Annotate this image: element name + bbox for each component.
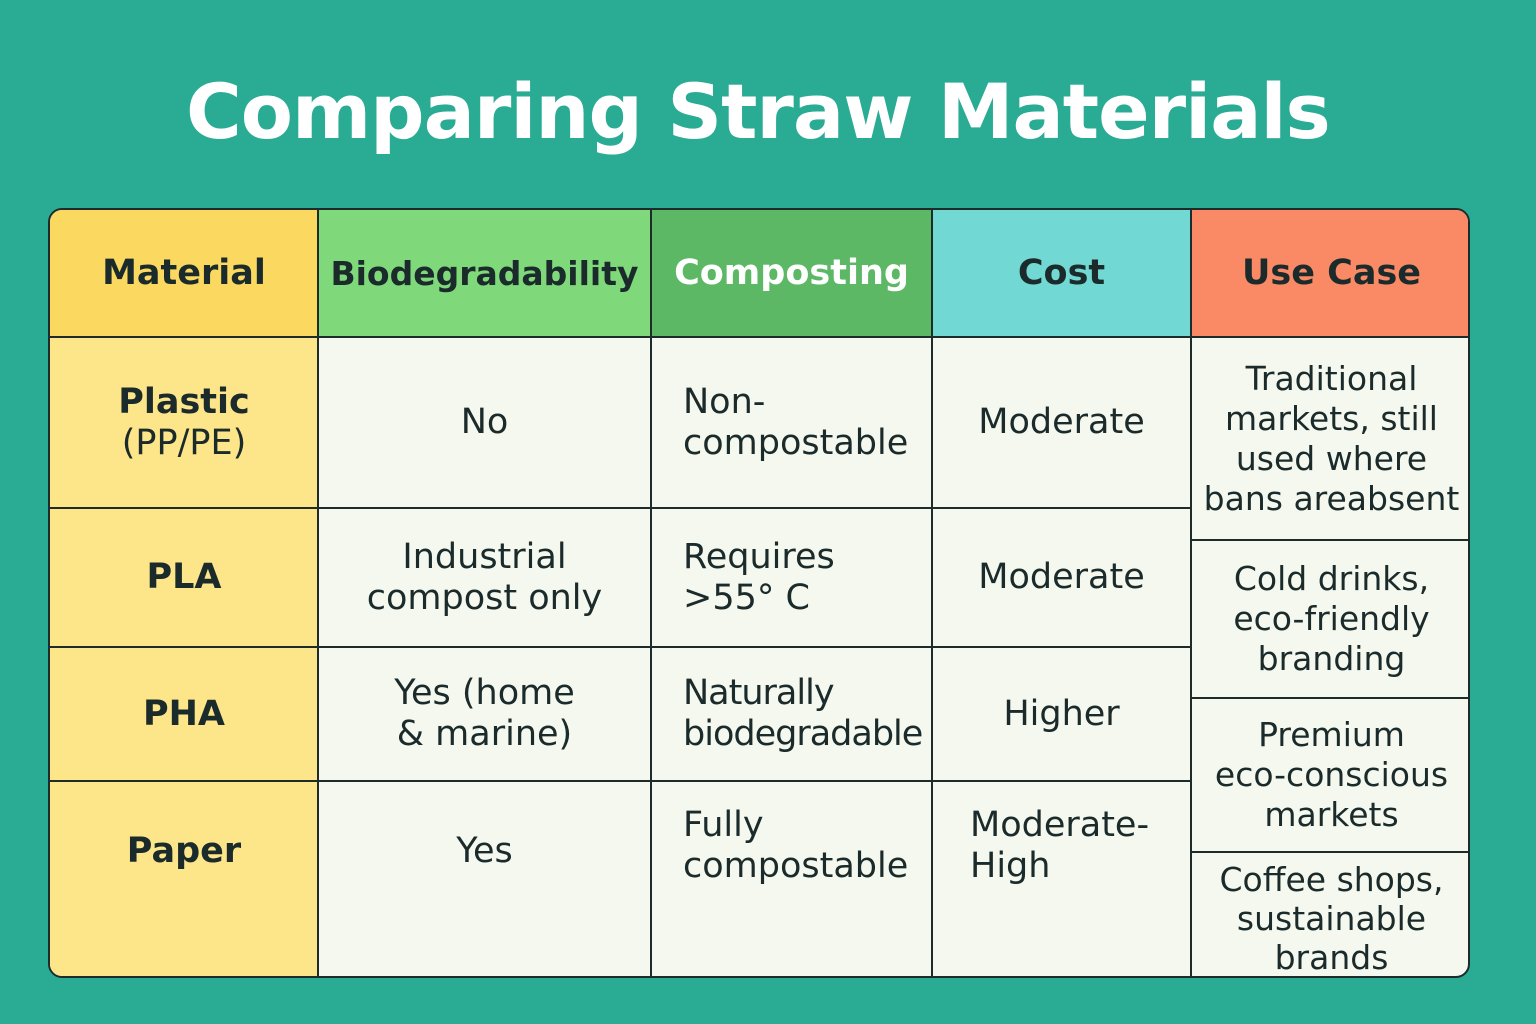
row-divider [1191,539,1468,541]
material-cell-paper: Paper [50,781,318,976]
cost-cell: Moderate [978,402,1145,442]
column-divider [931,210,933,976]
composting-cell: Non- compostable [683,381,909,463]
cost-cell: Higher [1003,693,1120,734]
material-subname: (PP/PE) [121,422,247,463]
material-cell-pha: PHA [50,647,318,781]
column-divider [317,210,319,976]
page-title: Comparing Straw Materials [186,67,1331,156]
header-cost: Cost [932,210,1191,337]
cost-cell: Moderate [978,557,1145,597]
use-case-cell: Traditional markets, still used where ba… [1203,358,1460,518]
row-divider [50,507,1191,509]
comparison-table: Material Biodegradability Composting Cos… [48,208,1470,978]
biodegradability-cell: Yes [456,831,513,871]
header-composting: Composting [651,210,932,337]
header-use-case: Use Case [1191,210,1468,337]
header-material: Material [50,210,318,337]
row-divider [1191,851,1468,853]
composting-cell: Fully compostable [683,805,909,886]
row-divider [50,780,1191,782]
cost-cell: Moderate- High [970,805,1150,886]
material-cell-pla: PLA [50,508,318,647]
material-name: Plastic [118,381,250,422]
biodegradability-cell: No [460,402,509,442]
composting-cell: Naturally biodegradable [683,673,923,754]
use-case-cell: Coffee shops, sustainable brands [1219,860,1444,977]
row-divider [50,646,1191,648]
use-case-cell: Premium eco-conscious markets [1214,715,1449,834]
biodegradability-cell: Yes (home & marine) [394,673,575,754]
column-divider [1190,210,1192,976]
material-cell-plastic: Plastic (PP/PE) [50,337,318,508]
column-divider [650,210,652,976]
header-biodegradability: Biodegradability [318,210,651,337]
row-divider [50,336,1468,338]
biodegradability-cell: Industrial compost only [366,536,603,618]
composting-cell: Requires >55° C [683,536,835,618]
row-divider [1191,697,1468,699]
use-case-cell: Cold drinks, eco-friendly branding [1233,559,1430,678]
